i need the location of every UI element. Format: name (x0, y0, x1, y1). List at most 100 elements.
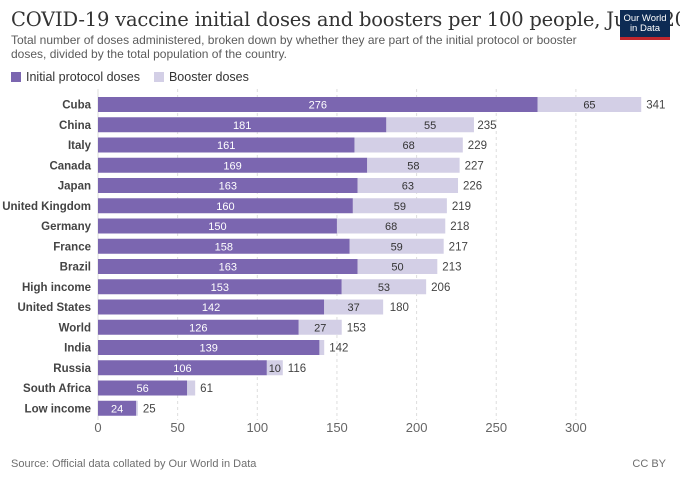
data-label-initial: 158 (215, 241, 233, 253)
x-tick-label: 100 (246, 420, 268, 435)
data-label-total: 218 (450, 221, 469, 233)
bar-booster (136, 400, 138, 416)
category-label: Cuba (62, 100, 91, 112)
bar-booster (349, 238, 444, 254)
data-label-booster: 53 (378, 282, 390, 294)
chart-title: COVID-19 vaccine initial doses and boost… (11, 8, 680, 31)
data-label-total: 217 (449, 241, 468, 253)
legend-label-initial: Initial protocol doses (26, 70, 140, 84)
x-tick-label: 250 (485, 420, 507, 435)
data-label-booster: 59 (391, 241, 403, 253)
bar-initial (98, 319, 299, 335)
data-label-booster: 65 (583, 100, 595, 112)
data-label-booster: 55 (424, 120, 436, 132)
bar-initial (98, 380, 188, 396)
bar-initial (98, 97, 538, 112)
x-tick-label: 200 (406, 420, 428, 435)
data-label-initial: 161 (217, 140, 235, 152)
data-label-total: 229 (468, 140, 487, 152)
bar-initial (98, 400, 137, 416)
category-label: Low income (25, 403, 91, 415)
data-label-total: 206 (431, 282, 450, 294)
bar-initial (98, 299, 325, 315)
legend-item-booster[interactable]: Booster doses (153, 70, 249, 84)
legend-swatch-booster (153, 72, 164, 82)
owid-logo[interactable]: Our World in Data (620, 10, 670, 40)
data-label-initial: 163 (219, 181, 237, 193)
stacked-bar-chart: 0 50 100 150 200 250 300 Cuba 276 65 341 China 181 55… (2, 89, 665, 435)
bar-booster (386, 117, 474, 133)
data-label-initial: 24 (111, 403, 123, 415)
data-label-initial: 106 (173, 363, 191, 375)
bar-booster (537, 97, 642, 112)
data-label-total: 235 (477, 120, 496, 132)
category-label: United Kingdom (2, 201, 91, 213)
data-label-total: 142 (329, 343, 348, 355)
data-label-initial: 153 (211, 282, 229, 294)
data-label-initial: 160 (216, 201, 234, 213)
bar-booster (187, 380, 196, 396)
data-label-total: 219 (452, 201, 471, 213)
category-label: South Africa (23, 383, 92, 395)
data-label-initial: 142 (202, 302, 220, 314)
bar-booster (357, 259, 438, 274)
category-label: United States (18, 302, 92, 314)
bar-booster (357, 178, 459, 193)
data-label-booster: 59 (394, 201, 406, 213)
category-label: Germany (41, 221, 91, 233)
bar-initial (98, 238, 350, 254)
category-label: India (64, 343, 91, 355)
bar-initial (98, 198, 353, 214)
bar-initial (98, 259, 358, 274)
data-label-booster: 37 (348, 302, 360, 314)
bar-initial (98, 137, 355, 153)
bar-booster (336, 218, 446, 234)
legend-item-initial[interactable]: Initial protocol doses (11, 70, 140, 84)
data-label-booster: 50 (391, 262, 403, 274)
data-label-initial: 126 (189, 322, 207, 334)
data-label-total: 341 (646, 100, 665, 112)
category-label: High income (22, 282, 91, 294)
bar-booster (352, 198, 447, 214)
category-label: Italy (68, 140, 92, 152)
data-label-total: 153 (347, 322, 366, 334)
data-label-booster: 27 (314, 322, 326, 334)
bar-initial (98, 117, 387, 133)
category-label: France (53, 241, 91, 253)
category-label: World (59, 322, 91, 334)
bar-initial (98, 279, 342, 295)
x-tick-label: 150 (326, 420, 348, 435)
category-label: China (59, 120, 92, 132)
x-tick-label: 0 (94, 420, 101, 435)
data-label-initial: 163 (219, 262, 237, 274)
data-label-booster: 63 (402, 181, 414, 193)
data-label-initial: 169 (223, 160, 241, 172)
source-note: Source: Official data collated by Our Wo… (11, 458, 257, 470)
category-label: Japan (58, 181, 91, 193)
category-label: Brazil (60, 262, 91, 274)
bar-booster (266, 360, 283, 376)
license-label[interactable]: CC BY (632, 458, 666, 470)
bar-initial (98, 340, 320, 355)
bar-booster (298, 319, 342, 335)
data-label-total: 61 (200, 383, 213, 395)
bar-booster (354, 137, 463, 153)
bar-initial (98, 218, 337, 234)
data-label-initial: 56 (136, 383, 148, 395)
category-label: Canada (49, 160, 91, 172)
bar-booster (319, 340, 325, 355)
data-label-total: 180 (390, 302, 409, 314)
category-label: Russia (53, 363, 91, 375)
data-label-initial: 181 (233, 120, 251, 132)
bar-initial (98, 178, 358, 193)
data-label-total: 227 (465, 160, 484, 172)
data-label-total: 25 (143, 403, 156, 415)
data-label-booster: 68 (403, 140, 415, 152)
legend-swatch-initial (11, 72, 21, 82)
x-tick-label: 300 (565, 420, 587, 435)
data-label-booster: 58 (407, 160, 419, 172)
bar-initial (98, 157, 368, 173)
data-label-initial: 276 (309, 100, 327, 112)
legend-label-booster: Booster doses (168, 70, 249, 84)
bar-booster (367, 157, 460, 173)
